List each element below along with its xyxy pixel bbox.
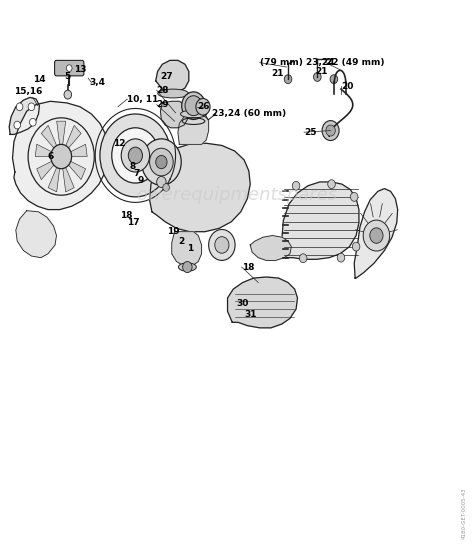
Circle shape — [29, 119, 36, 126]
Circle shape — [156, 156, 167, 168]
Circle shape — [363, 220, 390, 251]
Circle shape — [292, 181, 300, 190]
Text: owerequipmentspares: owerequipmentspares — [137, 186, 337, 204]
Circle shape — [314, 73, 321, 81]
Text: 17: 17 — [128, 218, 140, 227]
Text: 14: 14 — [33, 75, 46, 84]
Circle shape — [156, 176, 166, 187]
Circle shape — [16, 103, 23, 111]
Polygon shape — [16, 211, 56, 258]
Text: 13: 13 — [74, 65, 86, 74]
Text: 2: 2 — [178, 237, 184, 245]
Text: 23,24 (60 mm): 23,24 (60 mm) — [212, 110, 287, 119]
Circle shape — [28, 103, 35, 111]
Text: 27: 27 — [160, 73, 173, 81]
Circle shape — [163, 183, 169, 191]
Circle shape — [64, 90, 72, 99]
Text: 30: 30 — [236, 299, 248, 308]
Circle shape — [150, 148, 173, 176]
Text: 22 (49 mm): 22 (49 mm) — [326, 58, 384, 67]
Text: (79 mm) 23,24: (79 mm) 23,24 — [260, 58, 334, 67]
Circle shape — [182, 261, 192, 273]
Circle shape — [350, 192, 358, 201]
Text: 18: 18 — [242, 263, 254, 271]
Circle shape — [322, 121, 339, 141]
Text: 26: 26 — [197, 102, 210, 111]
Polygon shape — [57, 121, 66, 157]
Circle shape — [300, 254, 307, 263]
Polygon shape — [228, 277, 298, 328]
Circle shape — [209, 229, 235, 260]
Polygon shape — [48, 157, 61, 192]
Circle shape — [185, 96, 202, 116]
Polygon shape — [150, 143, 250, 232]
Polygon shape — [172, 232, 201, 266]
Text: 19: 19 — [167, 227, 180, 236]
Circle shape — [326, 125, 335, 136]
Circle shape — [370, 228, 383, 243]
Text: 9: 9 — [138, 176, 144, 185]
Circle shape — [100, 114, 171, 197]
Circle shape — [330, 75, 337, 84]
Polygon shape — [160, 101, 187, 128]
Text: 20: 20 — [341, 82, 353, 91]
Polygon shape — [178, 111, 209, 145]
Text: 18: 18 — [120, 211, 132, 219]
Polygon shape — [12, 101, 109, 209]
Circle shape — [51, 145, 72, 168]
Polygon shape — [61, 125, 81, 157]
Circle shape — [215, 237, 229, 253]
Polygon shape — [61, 157, 86, 179]
Text: 1: 1 — [187, 244, 193, 253]
Text: 7: 7 — [133, 168, 139, 178]
Text: 31: 31 — [244, 310, 256, 319]
Circle shape — [142, 139, 181, 185]
Circle shape — [352, 242, 360, 251]
Text: 10, 11: 10, 11 — [128, 95, 159, 104]
Circle shape — [66, 65, 72, 71]
Ellipse shape — [158, 89, 189, 98]
Text: 25: 25 — [304, 128, 317, 137]
Polygon shape — [41, 125, 61, 157]
Circle shape — [182, 92, 205, 120]
Polygon shape — [250, 235, 292, 260]
Text: 3,4: 3,4 — [90, 78, 106, 87]
Polygon shape — [61, 144, 87, 157]
Polygon shape — [354, 188, 398, 278]
Circle shape — [128, 147, 143, 164]
Text: 15,16: 15,16 — [14, 88, 42, 96]
Text: 4180-GET-0005-43: 4180-GET-0005-43 — [461, 488, 466, 540]
Circle shape — [328, 179, 335, 188]
FancyBboxPatch shape — [55, 60, 84, 76]
Polygon shape — [37, 157, 61, 179]
Polygon shape — [9, 98, 39, 135]
Text: 8: 8 — [129, 162, 136, 171]
Polygon shape — [35, 144, 61, 157]
Ellipse shape — [181, 110, 207, 118]
Text: 5: 5 — [64, 73, 71, 81]
Circle shape — [196, 99, 210, 115]
Polygon shape — [282, 182, 359, 259]
Text: 6: 6 — [48, 152, 54, 161]
Polygon shape — [61, 157, 74, 192]
Circle shape — [112, 128, 159, 183]
Text: 12: 12 — [113, 138, 125, 148]
Text: 21: 21 — [315, 67, 328, 76]
Text: 29: 29 — [156, 100, 169, 109]
Text: 28: 28 — [156, 86, 169, 95]
Ellipse shape — [178, 263, 196, 271]
Circle shape — [337, 253, 345, 262]
Polygon shape — [156, 60, 189, 92]
Circle shape — [14, 121, 20, 129]
Text: 21: 21 — [271, 69, 283, 78]
Circle shape — [284, 75, 292, 84]
Circle shape — [121, 139, 150, 172]
